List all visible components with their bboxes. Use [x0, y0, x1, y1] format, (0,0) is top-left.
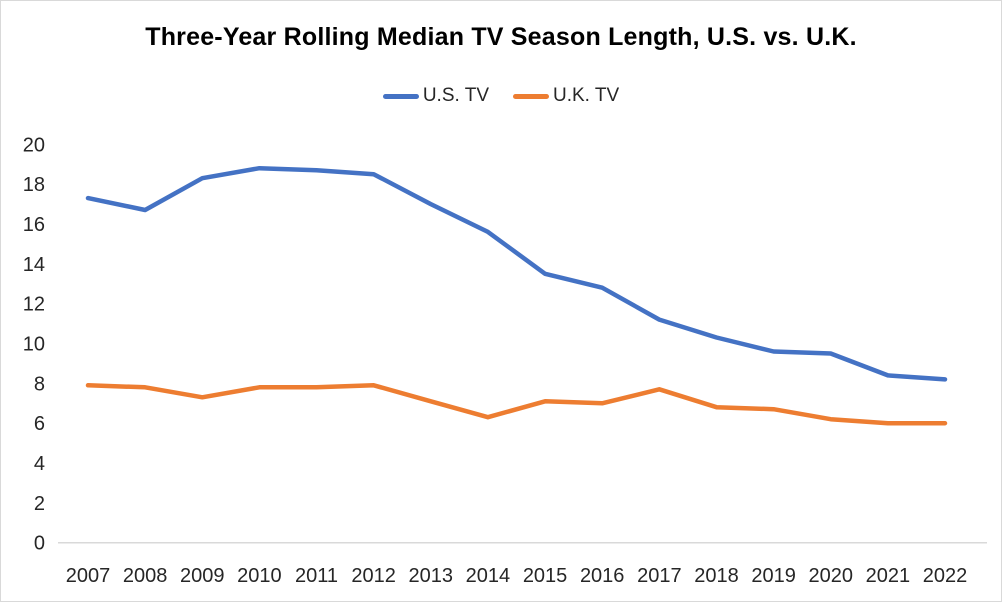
- legend-label-us-tv: U.S. TV: [422, 85, 489, 106]
- y-axis-tick-label: 10: [23, 334, 45, 356]
- x-axis-tick-label: 2015: [523, 565, 568, 587]
- x-axis-tick-label: 2009: [180, 565, 225, 587]
- x-axis-tick-label: 2020: [808, 565, 853, 587]
- y-axis-tick-label: 8: [34, 373, 45, 395]
- y-axis-tick-label: 14: [23, 254, 45, 276]
- y-axis-tick-label: 16: [23, 214, 45, 236]
- u-s-tv-line: [85, 165, 948, 382]
- x-axis-tick-label: 2016: [580, 565, 625, 587]
- x-axis-tick-label: 2011: [295, 565, 338, 587]
- x-axis-tick-label: 2022: [923, 565, 968, 587]
- x-axis-tick-label: 2008: [123, 565, 168, 587]
- x-axis-tick-label: 2013: [409, 565, 454, 587]
- x-axis-tick-label: 2007: [66, 565, 111, 587]
- legend-item-us-tv: U.S. TV: [382, 85, 489, 107]
- x-axis-tick-label: 2012: [351, 565, 396, 587]
- y-axis-tick-label: 0: [34, 533, 45, 555]
- y-axis-tick-label: 4: [34, 453, 45, 475]
- x-axis-tick-label: 2021: [866, 565, 911, 587]
- chart-title: Three-Year Rolling Median TV Season Leng…: [145, 23, 857, 51]
- uk-tv-line-swatch: [513, 93, 549, 99]
- y-axis-tick-label: 18: [23, 174, 45, 196]
- u-k-tv-line: [85, 383, 948, 426]
- y-axis-tick-label: 6: [34, 413, 45, 435]
- y-axis-tick-label: 12: [23, 294, 45, 316]
- legend-item-uk-tv: U.K. TV: [513, 85, 619, 107]
- legend-label-uk-tv: U.K. TV: [553, 85, 620, 106]
- x-axis-tick-label: 2017: [637, 565, 682, 587]
- y-axis-tick-label: 20: [23, 134, 45, 156]
- x-axis-tick-label: 2019: [751, 565, 796, 587]
- chart-legend: U.S. TV U.K. TV: [1, 85, 1001, 107]
- x-axis-tick-label: 2010: [237, 565, 282, 587]
- x-axis-tick-label: 2018: [694, 565, 739, 587]
- x-axis-tick-label: 2014: [466, 565, 511, 587]
- us-tv-line-swatch: [382, 93, 419, 99]
- y-axis-tick-label: 2: [34, 493, 45, 515]
